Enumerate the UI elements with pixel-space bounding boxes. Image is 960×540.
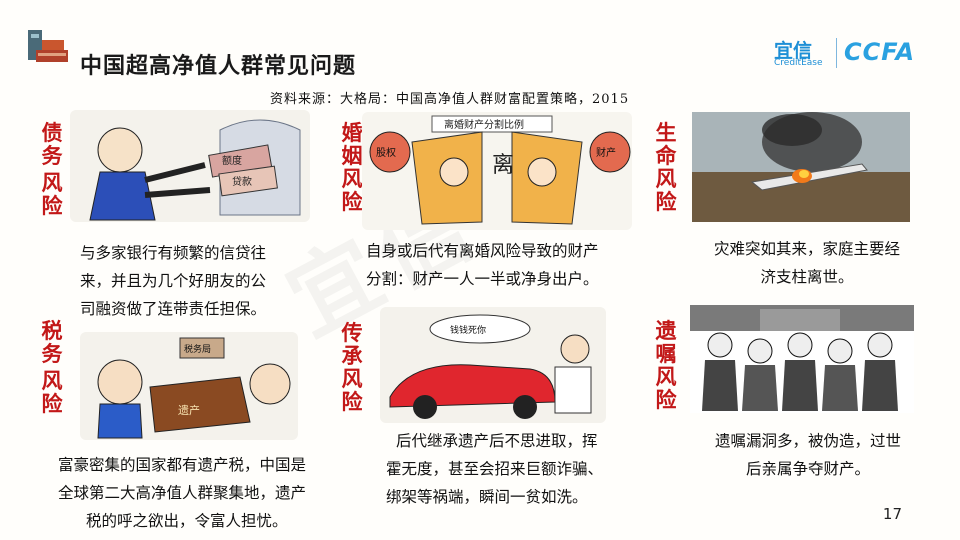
tag-tax-bureau: 税务局 <box>184 343 211 355</box>
desc-line: 分割：财产一人一半或净身出户。 <box>366 270 599 288</box>
desc-line: 济支柱离世。 <box>760 268 854 286</box>
category-marriage-risk: 婚 姻 风 险 <box>340 122 364 214</box>
category-char: 命 <box>655 144 677 168</box>
category-char: 姻 <box>341 144 363 168</box>
marriage-cartoon-image: 离婚财产分割比例 股权 财产 离 <box>362 112 632 230</box>
succession-cartoon-image: 钱钱死你 <box>380 307 606 423</box>
tag-money: 钱钱死你 <box>450 324 486 336</box>
will-cartoon-image <box>690 305 914 413</box>
desc-line: 后亲属争夺财产。 <box>745 460 870 478</box>
desc-line: 遗嘱漏洞多，被伪造，过世 <box>714 432 901 450</box>
tax-description: 富豪密集的国家都有遗产税，中国是 全球第二大高净值人群聚集地，遗产 税的呼之欲出… <box>58 451 358 535</box>
desc-line: 全球第二大高净值人群聚集地，遗产 <box>58 484 307 502</box>
tag-divorce-ratio: 离婚财产分割比例 <box>444 118 524 131</box>
tag-loan: 贷款 <box>232 175 252 188</box>
marriage-description: 自身或后代有离婚风险导致的财产 分割：财产一人一半或净身出户。 <box>366 237 646 293</box>
desc-line: 后代继承遗产后不思进取，挥 <box>396 432 598 450</box>
category-char: 税 <box>41 319 63 343</box>
desc-line: 自身或后代有离婚风险导致的财产 <box>366 242 599 260</box>
brand-divider <box>836 38 837 68</box>
category-char: 险 <box>655 388 677 412</box>
category-char: 风 <box>341 367 363 391</box>
source-note: 资料来源：大格局：中国高净值人群财富配置策略，2015 <box>270 92 630 107</box>
category-char: 嘱 <box>655 342 677 366</box>
category-char: 险 <box>41 194 63 218</box>
category-char: 承 <box>341 344 363 368</box>
category-char: 风 <box>341 167 363 191</box>
succession-description: 后代继承遗产后不思进取，挥 霍无度，甚至会招来巨额诈骗、 绑架等祸端，瞬间一贫如… <box>384 427 654 511</box>
category-char: 风 <box>655 365 677 389</box>
category-life-risk: 生 命 风 险 <box>654 122 678 214</box>
category-char: 务 <box>41 342 63 366</box>
brand-sub: CreditEase <box>774 58 823 68</box>
books-icon <box>28 30 68 62</box>
tax-cartoon-image: 税务局 遗产 <box>80 332 298 440</box>
desc-line: 与多家银行有频繁的信贷往 <box>80 244 267 262</box>
page-title: 中国超高净值人群常见问题 <box>80 54 357 79</box>
category-will-risk: 遗 嘱 风 险 <box>654 320 678 412</box>
tag-property: 财产 <box>596 146 616 159</box>
brand-yixin: 宜信 <box>774 40 813 62</box>
brand-logo: 宜信 CreditEase CCFA <box>774 36 934 70</box>
brand-ccfa: CCFA <box>844 38 916 66</box>
desc-line: 来，并且为几个好朋友的公 <box>80 272 267 290</box>
desc-line: 霍无度，甚至会招来巨额诈骗、 <box>386 460 604 478</box>
desc-line: 灾难突如其来，家庭主要经 <box>713 240 900 258</box>
category-char: 生 <box>655 121 677 145</box>
category-char: 遗 <box>655 319 677 343</box>
category-char: 险 <box>341 190 363 214</box>
desc-line: 司融资做了连带责任担保。 <box>80 300 267 318</box>
will-description: 遗嘱漏洞多，被伪造，过世 后亲属争夺财产。 <box>688 427 928 483</box>
category-succession-risk: 传 承 风 险 <box>340 322 364 414</box>
category-char: 险 <box>41 392 63 416</box>
category-char: 险 <box>341 390 363 414</box>
desc-line: 税的呼之欲出，令富人担忧。 <box>86 512 288 530</box>
category-char: 险 <box>655 190 677 214</box>
debt-description: 与多家银行有频繁的信贷往 来，并且为几个好朋友的公 司融资做了连带责任担保。 <box>80 239 320 323</box>
tag-separation: 离 <box>492 153 514 178</box>
category-char: 务 <box>41 144 63 168</box>
plane-crash-image <box>692 112 910 222</box>
category-char: 婚 <box>341 121 363 145</box>
category-char: 债 <box>41 121 63 145</box>
category-char: 风 <box>41 369 63 393</box>
tag-inheritance: 遗产 <box>178 403 200 417</box>
page-number: 17 <box>882 505 902 523</box>
category-char: 风 <box>655 167 677 191</box>
desc-line: 绑架等祸端，瞬间一贫如洗。 <box>386 488 588 506</box>
debt-cartoon-image: 额度 贷款 <box>70 110 310 222</box>
life-description: 灾难突如其来，家庭主要经 济支柱离世。 <box>692 235 922 291</box>
category-char: 传 <box>341 321 363 345</box>
desc-line: 富豪密集的国家都有遗产税，中国是 <box>58 456 307 474</box>
category-debt-risk: 债 务 风 险 <box>40 122 64 218</box>
category-tax-risk: 税 务 风 险 <box>40 320 64 416</box>
category-char: 风 <box>41 171 63 195</box>
tag-equity: 股权 <box>376 146 396 159</box>
tag-edu: 额度 <box>222 154 242 167</box>
